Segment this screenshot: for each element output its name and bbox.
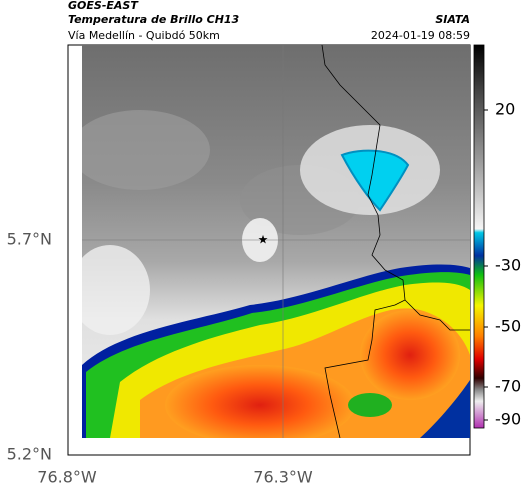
- x-axis-label: 76.3°W: [253, 468, 313, 487]
- x-axis-label: 76.8°W: [37, 468, 97, 487]
- axis-labels: 5.7°N 5.2°N 76.8°W 76.3°W: [7, 230, 313, 487]
- colorbar-label: -50: [495, 317, 521, 336]
- source: SIATA: [435, 13, 470, 26]
- colorbar-label: 20: [495, 100, 515, 119]
- title: Temperatura de Brillo CH13: [68, 13, 240, 26]
- y-axis-label: 5.7°N: [7, 230, 52, 249]
- subtitle: Vía Medellín - Quibdó 50km: [68, 29, 220, 42]
- colorbar-label: -70: [495, 377, 521, 396]
- timestamp: 2024-01-19 08:59: [371, 29, 470, 42]
- colorbar-labels: 20 -30 -50 -70 -90: [484, 100, 521, 429]
- satellite-image: ★: [82, 45, 470, 438]
- colorbar: [473, 44, 485, 429]
- svg-text:★: ★: [258, 233, 269, 247]
- colorbar-label: -90: [495, 410, 521, 429]
- y-axis-label: 5.2°N: [7, 445, 52, 464]
- colorbar-label: -30: [495, 256, 521, 275]
- product-label: GOES-EAST: [68, 0, 139, 12]
